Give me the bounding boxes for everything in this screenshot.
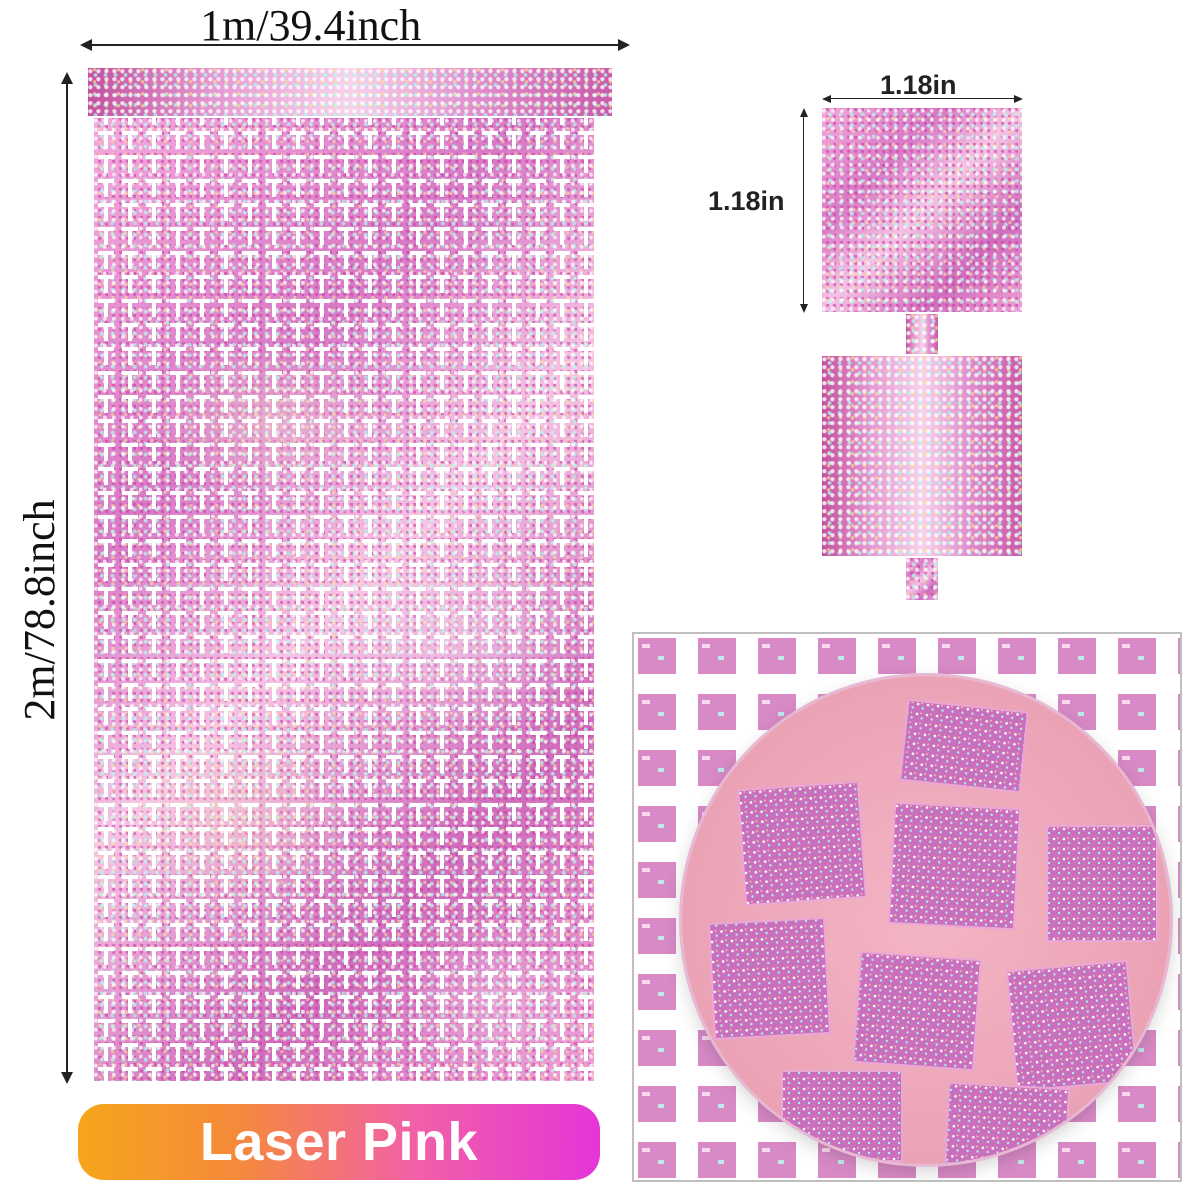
piece-connector-upper <box>906 314 938 354</box>
piece-width-arrow-right-head <box>1014 95 1023 103</box>
width-arrow-line <box>90 44 618 46</box>
piece-square-bottom <box>822 356 1022 556</box>
magnified-squares <box>708 698 1158 1164</box>
width-dimension-label: 1m/39.4inch <box>200 1 422 50</box>
height-arrow-bottom-head <box>61 1072 73 1084</box>
closeup-panel <box>632 632 1182 1182</box>
magnified-circle <box>682 676 1170 1164</box>
height-dimension-label: 2m/78.8inch <box>15 499 64 721</box>
color-name-text: Laser Pink <box>199 1112 479 1172</box>
color-name-badge: Laser Pink <box>78 1104 600 1180</box>
width-arrow-right-head <box>618 39 630 51</box>
piece-height-arrow-bottom-head <box>800 304 808 313</box>
piece-height-arrow-top-head <box>800 108 808 117</box>
height-arrow-top-head <box>61 72 73 84</box>
piece-height-label: 1.18in <box>708 186 785 216</box>
piece-height-arrow-line <box>803 116 804 306</box>
width-arrow-left-head <box>80 39 92 51</box>
curtain-cross-grid-horizontal <box>94 118 594 1081</box>
curtain-header-strip <box>88 68 612 116</box>
piece-width-arrow-line <box>830 98 1016 99</box>
height-arrow-line <box>66 82 68 1072</box>
piece-connector-lower <box>906 558 938 600</box>
curtain-panel <box>94 118 594 1081</box>
piece-width-arrow-left-head <box>822 95 831 103</box>
piece-square-top <box>822 108 1022 312</box>
piece-width-label: 1.18in <box>880 70 957 100</box>
